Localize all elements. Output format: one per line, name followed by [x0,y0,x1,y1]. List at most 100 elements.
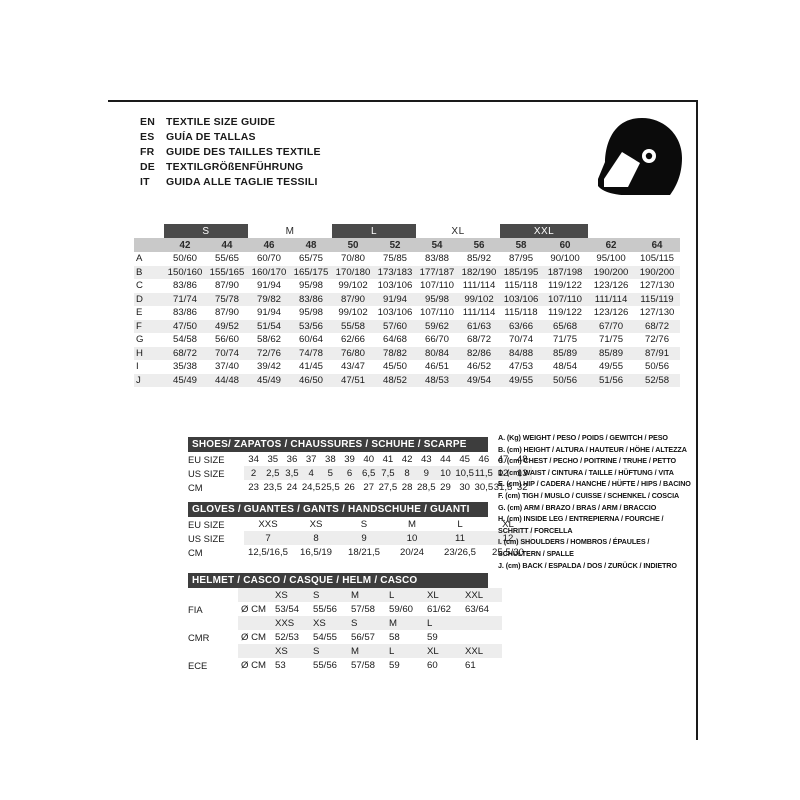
measurement-cell: 165/175 [290,265,333,279]
gloves-row-label: US SIZE [188,531,244,545]
shoes-cell: 46 [478,453,490,465]
helmet-size-row: XS S M L XL XXL [188,644,502,658]
gloves-row: US SIZE 7 8 9 10 11 12 [188,531,532,545]
measurement-cell: 41/45 [299,361,324,373]
measurement-cell: 107/110 [420,307,454,319]
measurement-cell: 91/94 [257,280,282,292]
measurement-cell: 95/98 [416,292,459,306]
measurement-cell: 49/54 [458,373,501,387]
measurement-cell: 60/70 [257,253,282,265]
measurement-cell: 37/40 [215,361,240,373]
helmet-value-cell: 55/56 [313,603,338,615]
measurement-cell: 119/122 [548,280,583,292]
measurement-cell: 44/48 [206,373,249,387]
title-text: GUÍA DE TALLAS [166,131,256,143]
measurement-cell: 47/50 [164,319,206,333]
measurement-cell: 187/198 [542,265,589,279]
helmet-size-cell: M [348,588,386,602]
legend-item: A. (Kg) WEIGHT / PESO / POIDS / GEWITCH … [498,433,668,442]
gloves-cell: L [457,518,463,530]
measurement-cell: 190/200 [588,265,635,279]
measurement-row-key: I [136,361,139,373]
shoes-cell: 42 [401,453,413,465]
measurement-row: E 83/86 87/90 91/94 95/98 99/102 103/106 107/11… [134,306,680,320]
measurement-cell: 62/66 [341,334,366,346]
helmet-value-row: CMR Ø CM 52/53 54/55 56/57 58 59 [188,630,502,644]
gloves-cell: 7 [244,531,292,545]
measurement-cell: 103/106 [377,280,413,292]
helmet-section: HELMET / CASCO / CASQUE / HELM / CASCO X… [188,573,502,672]
gloves-cell: XL [502,518,514,530]
measurement-cell: 87/90 [215,307,240,319]
measurement-cell: 51/56 [588,373,635,387]
helmet-value-cell: 59/60 [389,603,414,615]
measurement-cell: 115/118 [504,280,538,292]
gloves-cell: 25,5/30 [491,546,524,558]
measurement-cell: 123/126 [593,307,629,319]
gloves-cell: 10 [388,531,436,545]
shoes-cell: 2,5 [263,466,283,480]
measurement-cell: 95/98 [299,280,324,292]
measurement-cell: 99/102 [338,307,368,319]
shoes-row-label: CM [188,480,244,494]
helmet-size-cell: L [386,588,424,602]
frame-top-border [108,100,698,102]
numeric-size-row: 42 44 46 48 50 52 54 56 58 60 62 64 [134,238,681,252]
measurement-cell: 49/52 [206,319,249,333]
helmet-value-cell: 54/55 [313,631,338,643]
measurement-cell: 46/52 [467,361,492,373]
helmet-value-cell: 57/58 [351,603,376,615]
helmet-value-cell: 59 [389,659,400,671]
helmet-standard-label: CMR [188,630,238,644]
title-text: GUIDE DES TAILLES TEXTILE [166,146,321,158]
legend-item: I. (cm) SHOULDERS / HOMBROS / ÉPAULES / … [498,537,650,558]
measurement-cell: 65/75 [299,253,324,265]
numeric-size-cell: 46 [248,238,291,252]
helmet-size-cell: L [386,644,424,658]
shoes-cell: 45 [459,453,470,465]
legend-item: E. (cm) HIP / CADERA / HANCHE / HÜFTE / … [498,479,691,489]
measurement-cell: 49/55 [500,373,543,387]
helmet-value-cell: 56/57 [351,631,376,643]
shoes-cell: 24 [286,481,298,493]
legend-item: B. (cm) HEIGHT / ALTURA / HAUTEUR / HÖHE… [498,444,687,454]
measurement-cell: 47/53 [509,361,534,373]
measurement-cell: 45/49 [248,373,291,387]
helmet-value-cell: 58 [389,631,400,643]
helmet-size-cell: XS [310,616,348,630]
gloves-cell: 18/21,5 [347,546,380,558]
measurement-cell: 48/54 [553,361,578,373]
title-row-de: DE TEXTILGRÖßENFÜHRUNG [140,161,480,176]
helmet-grid: XS S M L XL XXL FIA Ø CM 53/54 55/56 57/58 59/60 61/… [188,588,502,672]
measurement-cell: 72/76 [248,346,291,360]
shoes-cell: 4 [301,466,321,480]
measurement-cell: 83/86 [172,280,197,292]
measurement-cell: 50/56 [542,373,589,387]
helmet-size-row: XXS XS S M L [188,616,502,630]
gloves-row: EU SIZE XXS XS S M L XL [188,517,532,531]
shoes-cell: 2 [244,466,264,480]
measurement-cell: 111/114 [462,307,496,319]
measurement-cell: 74/78 [290,346,333,360]
numeric-size-cell: 50 [332,238,375,252]
shoes-cell: 34 [248,453,259,465]
measurement-cell: 53/56 [290,319,333,333]
shoes-cell: 24,5 [301,481,321,493]
gloves-cell: 12,5/16,5 [247,546,288,558]
shoes-cell: 9 [416,466,436,480]
measurement-cell: 64/68 [383,334,408,346]
gloves-cell: S [360,518,368,530]
measurement-cell: 99/102 [458,292,501,306]
measurement-cell: 68/72 [467,334,492,346]
helmet-value-row: ECE Ø CM 53 55/56 57/58 59 60 61 [188,658,502,672]
title-language-code: FR [140,146,155,158]
measurement-row: F 47/50 49/52 51/54 53/56 55/58 57/60 59/62 61/6… [134,319,681,333]
measurement-cell: 111/114 [588,292,635,306]
measurement-cell: 48/52 [374,373,417,387]
measurement-cell: 67/70 [588,319,635,333]
numeric-size-cell: 52 [374,238,417,252]
helmet-value-cell: 61 [465,659,476,671]
helmet-size-cell: XS [272,588,310,602]
measurement-cell: 82/86 [458,346,501,360]
gloves-row-label: EU SIZE [188,517,244,531]
